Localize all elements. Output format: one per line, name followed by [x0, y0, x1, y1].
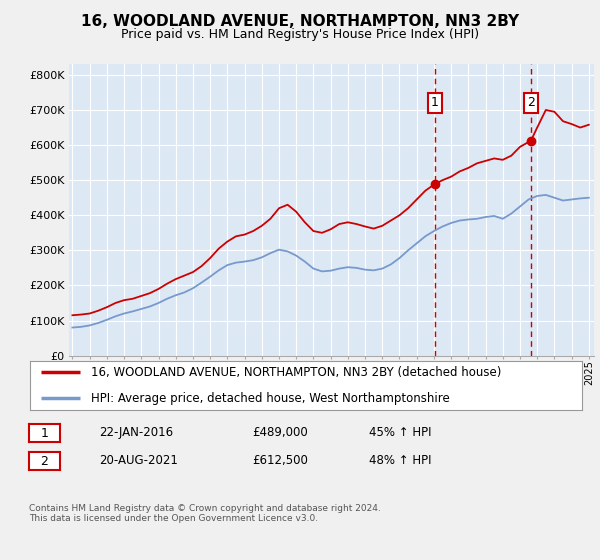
Text: 48% ↑ HPI: 48% ↑ HPI: [369, 454, 431, 467]
Text: 2: 2: [527, 96, 535, 110]
Text: Contains HM Land Registry data © Crown copyright and database right 2024.
This d: Contains HM Land Registry data © Crown c…: [29, 504, 380, 524]
Text: Price paid vs. HM Land Registry's House Price Index (HPI): Price paid vs. HM Land Registry's House …: [121, 28, 479, 41]
Text: 20-AUG-2021: 20-AUG-2021: [99, 454, 178, 467]
Text: 1: 1: [431, 96, 439, 110]
Text: HPI: Average price, detached house, West Northamptonshire: HPI: Average price, detached house, West…: [91, 391, 449, 404]
Text: 2: 2: [40, 455, 49, 468]
Text: £612,500: £612,500: [252, 454, 308, 467]
Text: 1: 1: [40, 427, 49, 440]
Text: 16, WOODLAND AVENUE, NORTHAMPTON, NN3 2BY (detached house): 16, WOODLAND AVENUE, NORTHAMPTON, NN3 2B…: [91, 366, 501, 379]
Text: 16, WOODLAND AVENUE, NORTHAMPTON, NN3 2BY: 16, WOODLAND AVENUE, NORTHAMPTON, NN3 2B…: [81, 14, 519, 29]
Text: 22-JAN-2016: 22-JAN-2016: [99, 426, 173, 439]
Text: 45% ↑ HPI: 45% ↑ HPI: [369, 426, 431, 439]
Text: £489,000: £489,000: [252, 426, 308, 439]
